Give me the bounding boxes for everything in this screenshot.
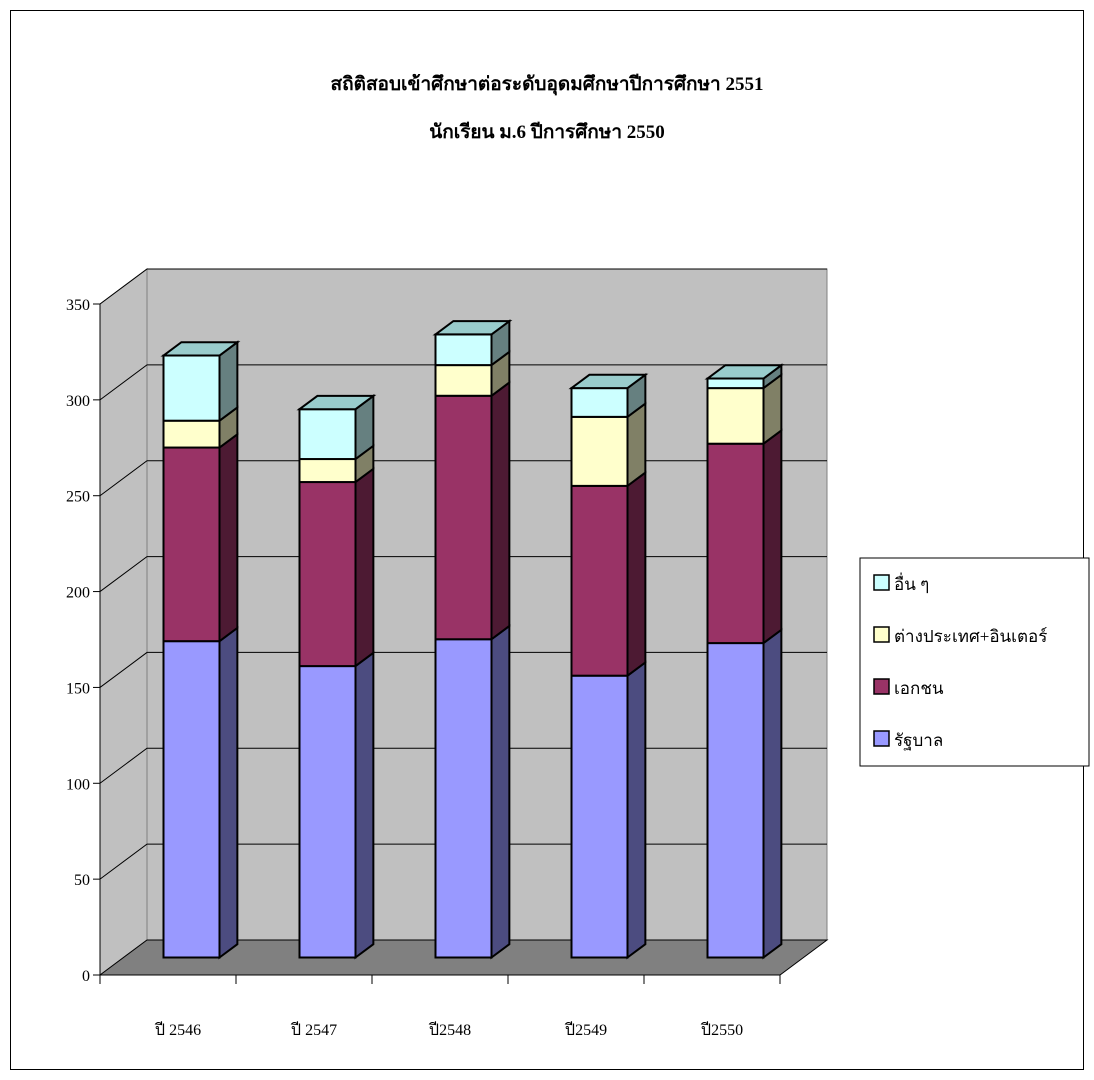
bar-segment[interactable]	[706, 428, 783, 646]
bar-face	[706, 377, 765, 390]
legend-swatch	[873, 678, 890, 695]
bar-segment[interactable]	[706, 372, 783, 446]
plot-area: 0 50 100 150 200 250 300 350 ปี 2546 ปี 2547 ปี254…	[66, 268, 829, 1039]
bar-face	[434, 333, 493, 367]
bar-segment[interactable]	[296, 393, 377, 462]
bar-segment[interactable]	[298, 466, 375, 669]
y-tick-label: 350	[66, 297, 90, 314]
bar-face	[570, 387, 629, 418]
gridline	[99, 268, 827, 305]
bar-face	[706, 642, 765, 959]
y-tick-label: 200	[66, 585, 90, 602]
x-tick-label: ปี 2546	[155, 1021, 202, 1039]
x-tick-label: ปี2549	[565, 1021, 608, 1039]
y-tick-label: 100	[66, 776, 90, 793]
legend-item: ต่างประเทศ+อินเตอร์	[873, 626, 1047, 646]
bar-segment[interactable]	[432, 319, 513, 368]
bar-side	[490, 380, 511, 642]
bar-side	[218, 432, 239, 644]
bar-top	[160, 341, 241, 357]
legend-box	[859, 557, 1090, 767]
bar-segment[interactable]	[162, 432, 239, 644]
x-tick-label: ปี2550	[701, 1021, 744, 1039]
bar-face	[298, 458, 357, 484]
bar-segment[interactable]	[434, 623, 511, 960]
bar-segment[interactable]	[704, 363, 785, 391]
bar-face	[434, 638, 493, 959]
bar-side	[626, 660, 647, 960]
bar-segment[interactable]	[160, 340, 241, 423]
chart-title: สถิติสอบเข้าศึกษาต่อระดับอุดมศึกษาปีการศ…	[331, 73, 764, 96]
bar-side	[762, 428, 783, 646]
bar-top	[296, 394, 377, 411]
bar-face	[570, 415, 629, 487]
bar-face	[434, 364, 493, 397]
bar-face	[298, 481, 357, 668]
bar-face	[706, 442, 765, 645]
bar-segment[interactable]	[298, 650, 375, 960]
x-tick-label: ปี 2547	[291, 1021, 338, 1039]
bar-top	[432, 320, 513, 336]
x-tick-label: ปี2548	[429, 1021, 472, 1039]
bar-segment[interactable]	[570, 470, 647, 678]
legend-label: รัฐบาล	[894, 731, 943, 751]
bar-segment[interactable]	[706, 627, 783, 960]
bar-side	[490, 623, 511, 960]
y-tick-label: 150	[66, 680, 90, 697]
bar-face	[570, 674, 629, 959]
bar-face	[570, 484, 629, 677]
legend-item: เอกชน	[873, 678, 944, 698]
bar-side	[354, 650, 375, 960]
gridline	[99, 364, 827, 401]
y-tick-label: 50	[74, 872, 90, 889]
y-tick-label: 250	[66, 489, 90, 506]
side-wall	[99, 268, 148, 976]
bar-segment[interactable]	[434, 380, 511, 642]
bar-face	[298, 665, 357, 959]
bar-side	[218, 625, 239, 960]
legend-swatch	[873, 626, 890, 643]
legend-item: รัฐบาล	[873, 730, 943, 751]
bar-face	[162, 446, 221, 643]
bar-side	[354, 466, 375, 669]
legend-swatch	[873, 730, 890, 747]
bar-side	[626, 470, 647, 678]
bar-face	[162, 419, 221, 449]
legend-item: อื่น ๆ	[873, 572, 929, 594]
bar-face	[162, 354, 221, 422]
bar-face	[434, 394, 493, 641]
bar-segment[interactable]	[568, 372, 649, 419]
bar-face	[706, 387, 765, 445]
y-tick-label: 0	[82, 968, 90, 985]
legend-swatch	[873, 574, 890, 591]
bar-top	[704, 364, 785, 380]
bar-side	[762, 627, 783, 960]
legend-label: ต่างประเทศ+อินเตอร์	[894, 627, 1047, 646]
bar-segment[interactable]	[570, 401, 647, 488]
bar-face	[298, 408, 357, 461]
legend-label: เอกชน	[894, 679, 944, 698]
bar-segment[interactable]	[570, 660, 647, 960]
bar-top	[568, 373, 649, 390]
chart-subtitle: นักเรียน ม.6 ปีการศึกษา 2550	[429, 121, 665, 143]
bar-face	[162, 640, 221, 959]
legend-label: อื่น ๆ	[894, 572, 929, 594]
bar-segment[interactable]	[162, 625, 239, 960]
y-tick-label: 300	[66, 393, 90, 410]
